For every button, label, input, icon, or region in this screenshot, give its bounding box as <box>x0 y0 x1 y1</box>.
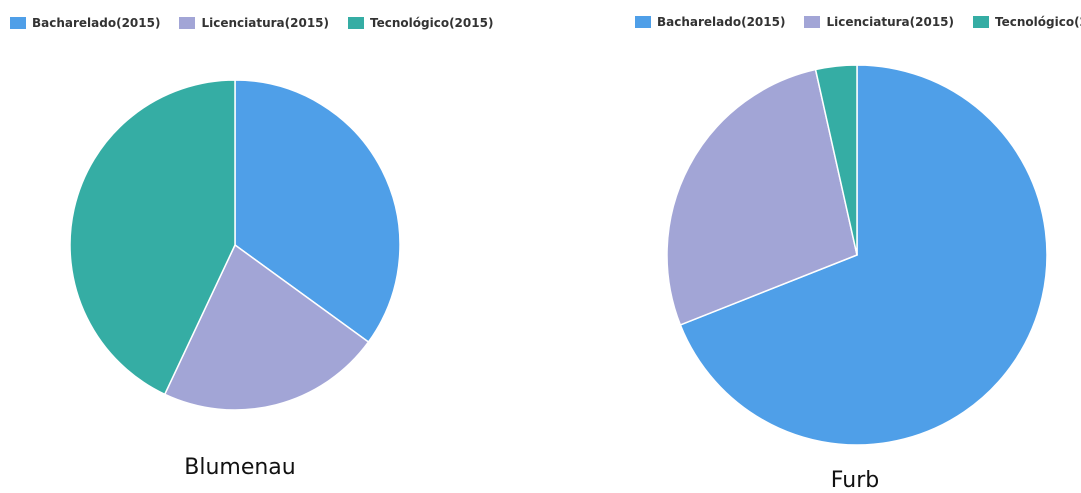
pie-slice-tecnologico[interactable] <box>69 79 236 396</box>
pie-slice-tecnologico[interactable] <box>814 64 858 256</box>
legend-item-licenciatura[interactable]: Licenciatura(2015) <box>804 15 954 29</box>
legend-swatch-tecnologico <box>973 16 990 28</box>
legend-label-licenciatura: Licenciatura(2015) <box>201 16 330 30</box>
legend-swatch-bacharelado <box>10 17 26 29</box>
legend-label-tecnologico: Tecnológico(2015) <box>370 16 494 30</box>
legend-swatch-licenciatura <box>804 16 821 28</box>
legend-label-tecnologico: Tecnológico(2015) <box>995 15 1081 29</box>
pie-slice-bacharelado[interactable] <box>679 64 1048 446</box>
pie-slice-licenciatura[interactable] <box>666 68 858 326</box>
chart-panel-furb: Bacharelado(2015) Licenciatura(2015) Tec… <box>545 0 1081 493</box>
legend-item-bacharelado[interactable]: Bacharelado(2015) <box>635 15 785 29</box>
chart-title-blumenau: Blumenau <box>184 455 296 480</box>
chart-title-furb: Furb <box>830 468 880 493</box>
pie-chart-furb <box>666 64 1048 446</box>
legend-label-licenciatura: Licenciatura(2015) <box>826 15 955 29</box>
legend-item-tecnologico[interactable]: Tecnológico(2015) <box>348 16 493 30</box>
legend-label-bacharelado: Bacharelado(2015) <box>32 16 161 30</box>
legend: Bacharelado(2015) Licenciatura(2015) Tec… <box>10 16 493 30</box>
legend-item-licenciatura[interactable]: Licenciatura(2015) <box>179 16 329 30</box>
chart-panel-blumenau: Bacharelado(2015) Licenciatura(2015) Tec… <box>0 0 493 488</box>
legend-label-bacharelado: Bacharelado(2015) <box>657 15 786 29</box>
pie-chart-blumenau <box>69 79 401 411</box>
legend: Bacharelado(2015) Licenciatura(2015) Tec… <box>635 15 1081 29</box>
legend-swatch-tecnologico <box>348 17 365 29</box>
legend-swatch-licenciatura <box>179 17 196 29</box>
legend-item-bacharelado[interactable]: Bacharelado(2015) <box>10 16 160 30</box>
legend-item-tecnologico[interactable]: Tecnológico(2015) <box>973 15 1081 29</box>
pie-slice-bacharelado[interactable] <box>234 79 401 344</box>
legend-swatch-bacharelado <box>635 16 651 28</box>
